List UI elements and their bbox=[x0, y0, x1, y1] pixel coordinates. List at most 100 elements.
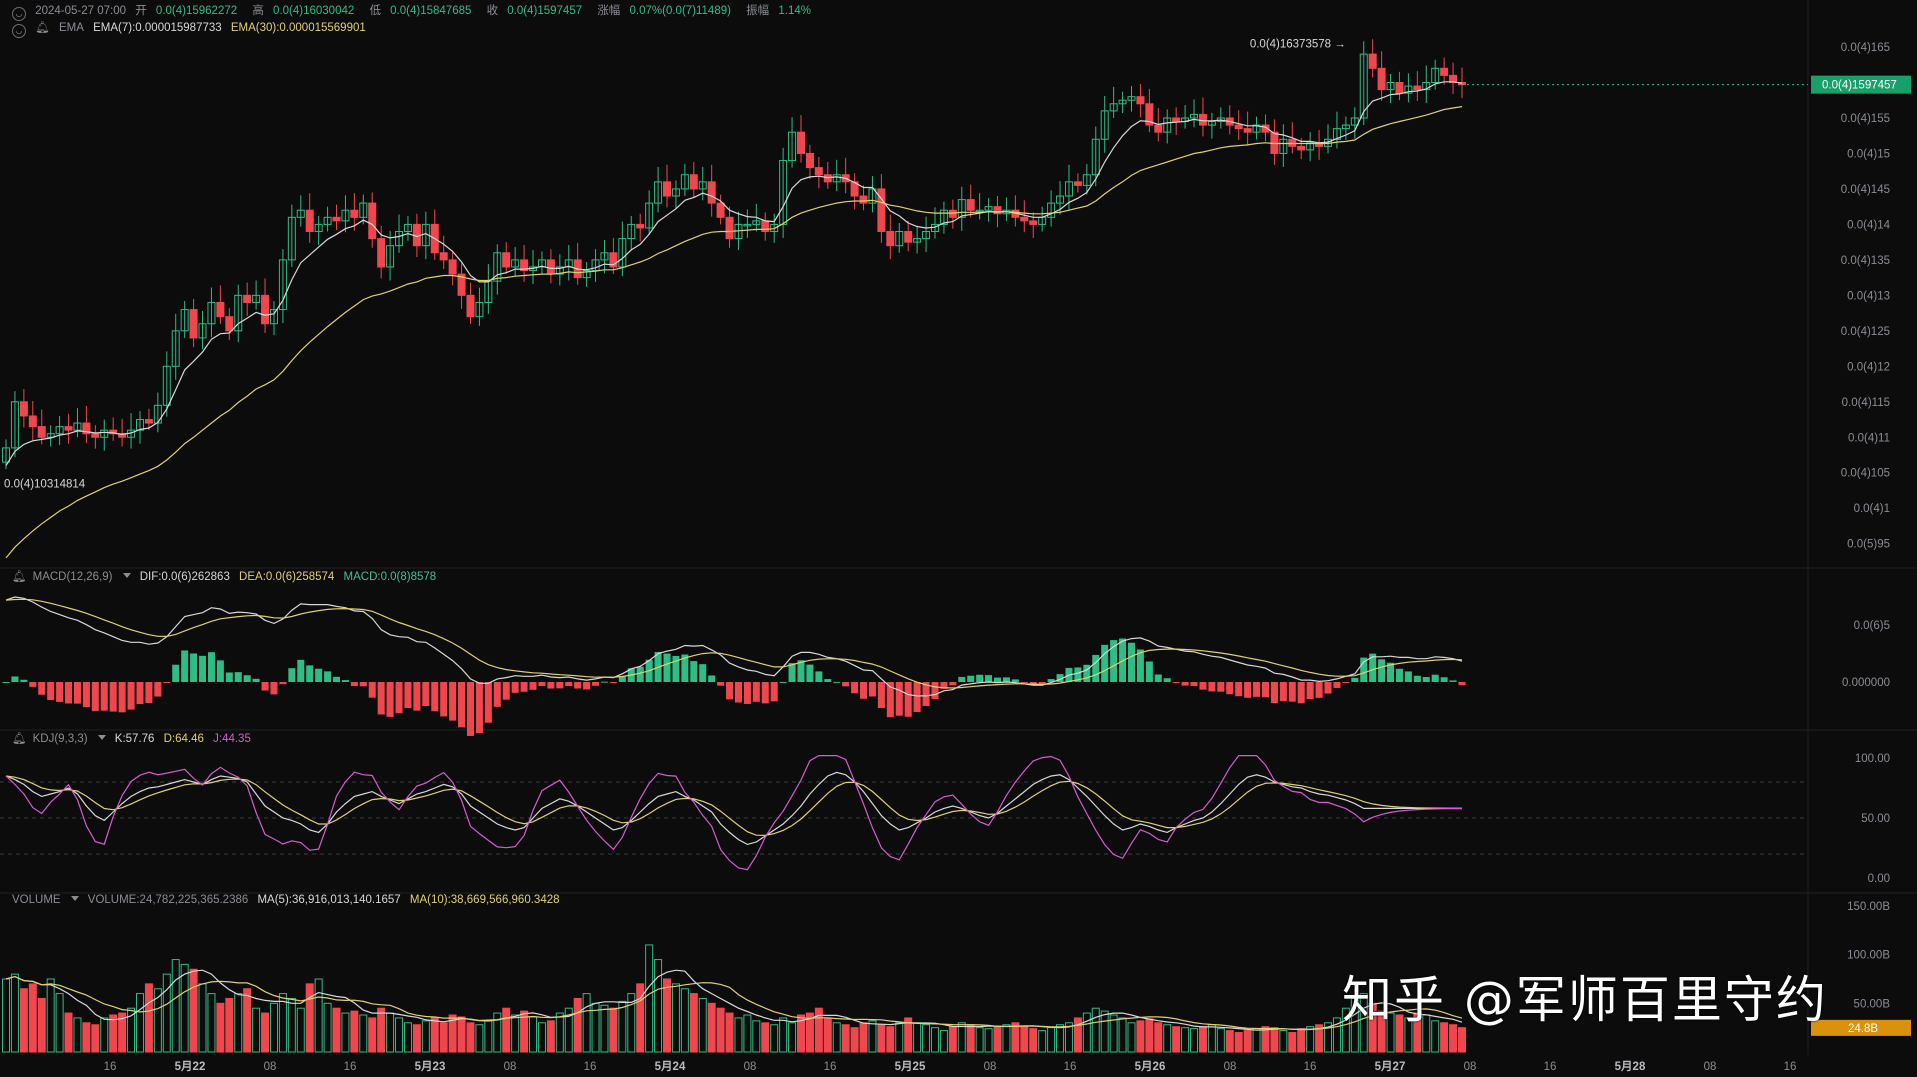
volume-bar bbox=[189, 968, 198, 1053]
candle-body bbox=[993, 206, 1002, 215]
volume-bar bbox=[144, 983, 153, 1053]
candle-body bbox=[100, 429, 109, 438]
candle-body bbox=[859, 195, 868, 204]
candle-body bbox=[19, 401, 28, 417]
macd-bar bbox=[1154, 674, 1162, 682]
macd-bar bbox=[1244, 682, 1252, 698]
x-axis-tick: 5月24 bbox=[655, 1060, 686, 1073]
volume-bar bbox=[841, 1024, 850, 1053]
candle-body bbox=[296, 209, 305, 218]
volume-bar bbox=[314, 978, 323, 1053]
macd-bar bbox=[958, 676, 966, 682]
x-axis-tick: 16 bbox=[104, 1061, 117, 1073]
volume-bar bbox=[546, 1020, 555, 1053]
volume-axis-tick: 150.00B bbox=[1847, 901, 1890, 913]
volume-bar bbox=[671, 983, 680, 1053]
ema30-line bbox=[5, 106, 1463, 559]
volume-bar bbox=[922, 1024, 931, 1053]
macd-bar bbox=[1440, 677, 1448, 682]
x-axis-tick: 08 bbox=[984, 1061, 997, 1073]
macd-bar bbox=[1395, 668, 1403, 682]
volume-bar bbox=[1091, 1007, 1100, 1053]
candle-body bbox=[73, 422, 82, 431]
macd-bar bbox=[1181, 682, 1189, 686]
macd-bar bbox=[2, 682, 10, 683]
candle-body bbox=[1431, 67, 1440, 84]
macd-bar bbox=[949, 682, 957, 686]
macd-bar bbox=[1199, 682, 1207, 690]
candle-body bbox=[386, 245, 395, 268]
macd-bar bbox=[181, 650, 189, 682]
candle-body bbox=[966, 199, 975, 211]
dropdown-icon[interactable] bbox=[97, 735, 106, 740]
macd-bar bbox=[136, 682, 144, 705]
amplitude-value: 1.14% bbox=[778, 5, 811, 17]
collapse-icon[interactable]: ◡ bbox=[12, 24, 26, 38]
candle-body bbox=[725, 216, 734, 240]
volume-bar bbox=[600, 1004, 609, 1053]
dropdown-icon[interactable] bbox=[122, 573, 131, 578]
candle-body bbox=[332, 216, 341, 222]
low-label: 低 bbox=[369, 5, 381, 17]
volume-bar bbox=[859, 1022, 868, 1053]
x-axis-tick: 16 bbox=[1784, 1061, 1797, 1073]
volume-bar bbox=[1172, 1026, 1181, 1053]
macd-bar bbox=[1422, 677, 1430, 682]
bell-icon[interactable]: 🔔︎ bbox=[35, 22, 50, 34]
macd-bar bbox=[1378, 659, 1386, 682]
macd-bar bbox=[1110, 640, 1118, 682]
high-value: 0.0(4)16030042 bbox=[273, 5, 355, 17]
macd-bar bbox=[1011, 679, 1019, 682]
x-axis-tick: 5月28 bbox=[1615, 1060, 1646, 1073]
volume-bar bbox=[46, 978, 55, 1053]
candle-body bbox=[118, 433, 127, 438]
volume-bar bbox=[1100, 1010, 1109, 1053]
candle-body bbox=[698, 181, 707, 190]
macd-bar bbox=[154, 682, 162, 697]
macd-bar bbox=[1413, 675, 1421, 682]
macd-dea-line bbox=[5, 598, 1463, 689]
bell-icon[interactable]: 🔔︎ bbox=[12, 571, 27, 583]
volume-bar bbox=[135, 993, 144, 1053]
price-axis-tick: 0.0(4)115 bbox=[1842, 397, 1890, 409]
volume-bar bbox=[171, 959, 180, 1053]
candle-body bbox=[1172, 117, 1181, 123]
candle-body bbox=[10, 401, 19, 449]
macd-bar bbox=[252, 678, 260, 682]
kdj-legend: 🔔︎ KDJ(9,3,3) K:57.76 D:64.46 J:44.35 bbox=[12, 731, 257, 745]
candle-body bbox=[895, 230, 904, 247]
volume-bar bbox=[975, 1027, 984, 1053]
macd-bar bbox=[663, 653, 671, 682]
macd-bar bbox=[877, 682, 885, 708]
macd-bar bbox=[1333, 682, 1341, 688]
volume-bar bbox=[555, 1012, 564, 1053]
volume-bar bbox=[73, 1017, 82, 1053]
volume-bar bbox=[216, 1002, 225, 1053]
volume-bar bbox=[930, 1027, 939, 1053]
collapse-icon[interactable]: ◡ bbox=[12, 7, 26, 21]
candle-body bbox=[636, 223, 645, 229]
dropdown-icon[interactable] bbox=[70, 896, 79, 901]
macd-dea: DEA:0.0(6)258574 bbox=[239, 571, 335, 583]
macd-bar bbox=[297, 659, 305, 682]
volume-bar bbox=[1145, 1018, 1154, 1053]
volume-bar bbox=[814, 1007, 823, 1053]
bell-icon[interactable]: 🔔︎ bbox=[12, 733, 27, 745]
macd-bar bbox=[904, 682, 912, 717]
volume-bar bbox=[1234, 1032, 1243, 1053]
candle-body bbox=[368, 202, 377, 240]
candle-body bbox=[180, 309, 189, 332]
macd-bar bbox=[931, 682, 939, 699]
candle-body bbox=[1207, 121, 1216, 126]
macd-bar bbox=[556, 682, 564, 689]
macd-bar bbox=[1351, 677, 1359, 682]
volume-bar bbox=[1431, 1020, 1440, 1053]
macd-bar bbox=[315, 668, 323, 682]
volume-axis-tick: 50.00B bbox=[1854, 998, 1891, 1010]
volume-bar bbox=[207, 993, 216, 1053]
x-axis-tick: 16 bbox=[344, 1061, 357, 1073]
volume-bar bbox=[323, 1002, 332, 1053]
candle-body bbox=[448, 259, 457, 275]
volume-bar bbox=[1404, 1017, 1413, 1053]
